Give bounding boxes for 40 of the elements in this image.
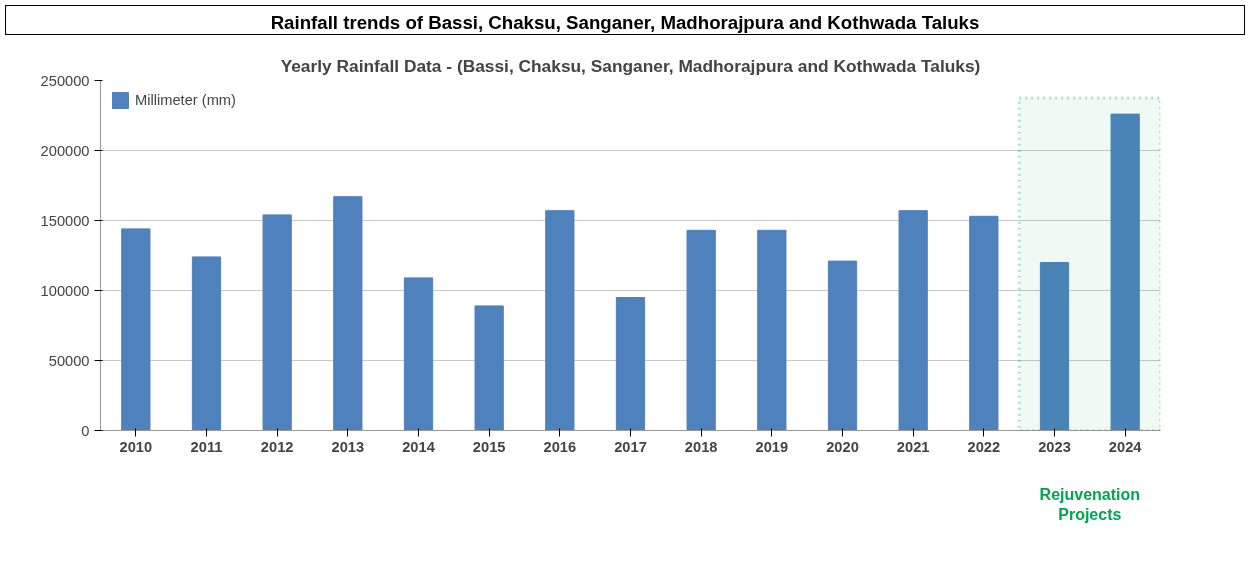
y-tick-label: 50000 (48, 352, 90, 369)
y-tick-label: 0 (81, 422, 90, 439)
bar (686, 229, 716, 431)
x-tick-label: 2021 (896, 438, 930, 455)
x-tick-label: 2018 (684, 438, 718, 455)
x-tick-label: 2014 (402, 438, 436, 455)
bar (1110, 113, 1140, 431)
x-tick-label: 2024 (1108, 438, 1143, 455)
chart-title: Rainfall trends of Bassi, Chaksu, Sanganer, Madhorajpura and Kothwada Taluks (270, 11, 980, 35)
legend-label: Millimeter (mm) (135, 92, 236, 108)
bar (474, 305, 504, 431)
bar (1039, 262, 1070, 431)
x-tick-label: 2020 (826, 438, 859, 455)
x-tick-label: 2011 (190, 438, 223, 455)
y-tick-label: 200000 (40, 142, 90, 159)
bar (898, 210, 928, 431)
x-tick-label: 2013 (331, 438, 365, 455)
y-tick-label: 150000 (40, 212, 90, 229)
x-tick-label: 2017 (614, 438, 647, 455)
bar (545, 210, 575, 431)
chart-subtitle: Yearly Rainfall Data - (Bassi, Chaksu, Sanganer, Madhorajpura and Kothwada Taluks) (280, 55, 981, 76)
x-tick-label: 2016 (543, 438, 577, 455)
bar (262, 214, 292, 431)
x-tick-label: 2010 (119, 438, 153, 455)
bar (191, 256, 222, 431)
x-tick-label: 2022 (967, 438, 1001, 455)
bar (757, 229, 787, 431)
y-tick-label: 100000 (40, 282, 90, 299)
band-label: Rejuvenation Projects (1039, 485, 1141, 523)
x-tick-label: 2023 (1038, 438, 1071, 455)
bar (827, 260, 858, 431)
bar (403, 277, 434, 431)
bar (615, 297, 646, 431)
x-tick-label: 2019 (755, 438, 789, 455)
bar (969, 215, 999, 431)
x-tick-label: 2012 (260, 438, 294, 455)
y-tick-label: 250000 (40, 72, 90, 89)
x-tick-label: 2015 (472, 438, 506, 455)
bar (333, 196, 363, 431)
bar (121, 228, 151, 431)
